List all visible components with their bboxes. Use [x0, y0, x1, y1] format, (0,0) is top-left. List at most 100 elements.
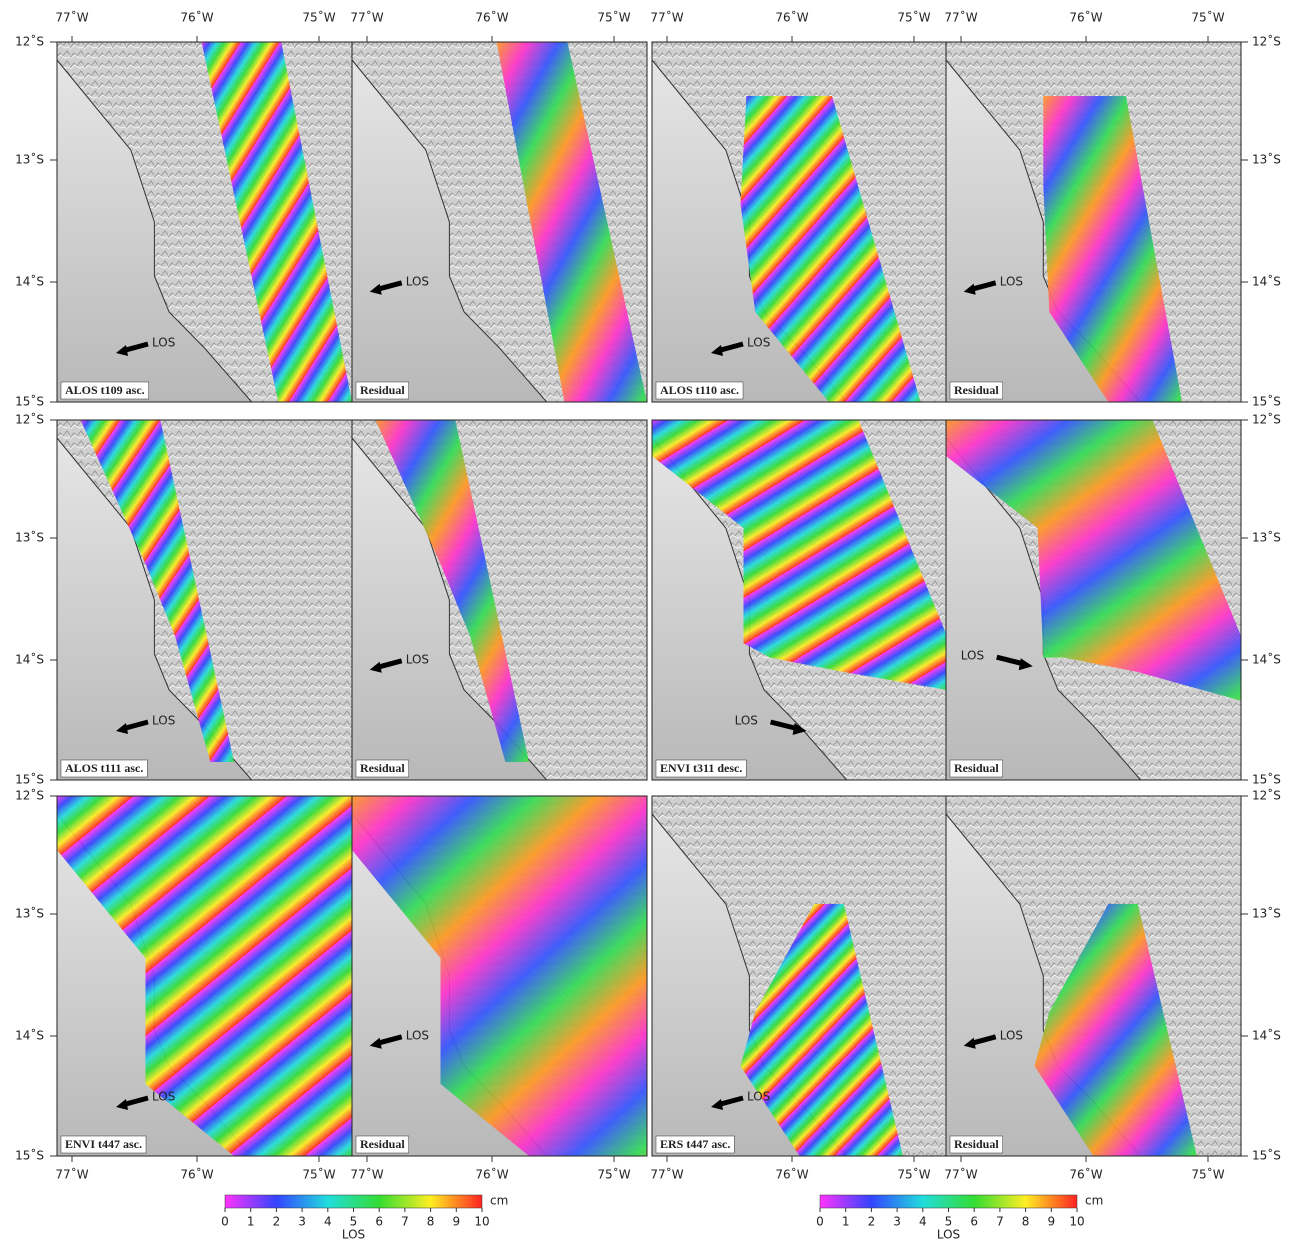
lat-label: 14˚S — [1252, 652, 1281, 667]
colorbar-tick-label: 10 — [474, 1215, 489, 1229]
lat-label: 13˚S — [1252, 530, 1281, 545]
lat-label: 12˚S — [15, 412, 44, 427]
los-label: LOS — [406, 652, 429, 666]
lon-label: 76˚W — [180, 1167, 213, 1182]
colorbar-tick-label: 9 — [1047, 1215, 1055, 1229]
lon-label: 75˚W — [302, 10, 335, 25]
lon-label: 75˚W — [597, 10, 630, 25]
panel-label: Residual — [360, 761, 405, 775]
lon-label: 75˚W — [1191, 1167, 1224, 1182]
lon-label: 76˚W — [180, 10, 213, 25]
lat-label: 13˚S — [1252, 152, 1281, 167]
lon-label: 77˚W — [650, 1167, 683, 1182]
panel-frame — [351, 795, 648, 1157]
lat-label: 15˚S — [15, 394, 44, 409]
panel-label: Residual — [360, 1137, 405, 1151]
colorbar-tick-label: 7 — [996, 1215, 1004, 1229]
lat-label: 15˚S — [1252, 394, 1281, 409]
lon-label: 76˚W — [1069, 1167, 1102, 1182]
lon-label: 75˚W — [897, 1167, 930, 1182]
panel-label-box — [355, 381, 409, 400]
los-arrow-head — [963, 1037, 976, 1049]
colorbar — [224, 1194, 483, 1209]
panel-label: ALOS t109 asc. — [65, 383, 145, 397]
los-arrow-head — [711, 1099, 723, 1110]
map-panel: Residual LOS — [351, 795, 648, 1157]
lon-label: 77˚W — [55, 1167, 88, 1182]
panel-label: ENVI t311 desc. — [660, 761, 742, 775]
los-label: LOS — [406, 274, 429, 288]
los-arrow-head — [369, 661, 382, 673]
colorbar — [819, 1194, 1078, 1209]
lon-label: 77˚W — [350, 1167, 383, 1182]
interferogram — [352, 796, 647, 1156]
panel-label-box — [949, 759, 1003, 778]
map-panel: Residual LOS — [945, 795, 1242, 1157]
map-panel: Residual LOS — [945, 419, 1242, 781]
interferogram — [946, 420, 1241, 701]
lat-label: 14˚S — [1252, 274, 1281, 289]
los-label: LOS — [152, 336, 175, 350]
panel-label-box — [655, 759, 747, 778]
interferogram — [1043, 96, 1182, 402]
lat-label: 14˚S — [15, 1028, 44, 1043]
colorbar-tick-label: 3 — [893, 1215, 901, 1229]
lon-label: 76˚W — [1069, 10, 1102, 25]
panel-label-box — [949, 1135, 1003, 1154]
lon-label: 75˚W — [597, 1167, 630, 1182]
panel-label: Residual — [360, 383, 405, 397]
lon-label: 75˚W — [302, 1167, 335, 1182]
los-arrow-head — [116, 1099, 128, 1110]
colorbar-tick-label: 4 — [324, 1215, 332, 1229]
los-label: LOS — [961, 649, 984, 663]
interferogram — [496, 42, 647, 402]
panel-label-box — [60, 759, 148, 778]
interferogram — [740, 96, 921, 402]
panel-label: ALOS t111 asc. — [65, 761, 143, 775]
panel-label-box — [355, 1135, 409, 1154]
colorbar-tick-label: 5 — [945, 1215, 953, 1229]
map-panel: ERS t447 asc. LOS — [651, 795, 948, 1157]
lon-label: 76˚W — [775, 1167, 808, 1182]
colorbar-tick-label: 3 — [298, 1215, 306, 1229]
colorbar-tick-label: 9 — [452, 1215, 460, 1229]
colorbar-tick-label: 2 — [868, 1215, 876, 1229]
lon-label: 76˚W — [475, 1167, 508, 1182]
colorbar-tick-label: 4 — [919, 1215, 927, 1229]
colorbar-tick-label: 5 — [350, 1215, 358, 1229]
panel-frame — [945, 419, 1242, 781]
lat-label: 14˚S — [15, 652, 44, 667]
panel-label-box — [60, 381, 149, 400]
los-arrow-head — [711, 345, 723, 356]
map-panel: ALOS t111 asc. LOS — [56, 419, 353, 781]
colorbar-unit: cm — [490, 1194, 508, 1208]
lon-label: 77˚W — [650, 10, 683, 25]
lon-label: 77˚W — [944, 10, 977, 25]
lat-label: 14˚S — [15, 274, 44, 289]
lon-label: 75˚W — [897, 10, 930, 25]
interferogram — [201, 42, 352, 402]
colorbar-title: LOS — [937, 1228, 960, 1242]
colorbar-tick-label: 6 — [375, 1215, 383, 1229]
lat-label: 15˚S — [15, 772, 44, 787]
los-arrow-head — [369, 283, 382, 295]
map-panel: Residual LOS — [945, 41, 1242, 403]
interferogram — [1034, 904, 1197, 1156]
panel-frame — [945, 41, 1242, 403]
lat-label: 12˚S — [1252, 788, 1281, 803]
colorbar-tick-label: 0 — [221, 1215, 229, 1229]
los-label: LOS — [152, 714, 175, 728]
lon-label: 76˚W — [775, 10, 808, 25]
colorbar-tick-label: 7 — [401, 1215, 409, 1229]
panel-frame — [351, 41, 648, 403]
los-arrow-head — [792, 723, 807, 735]
lon-label: 77˚W — [55, 10, 88, 25]
panel-label: Residual — [954, 383, 999, 397]
panel-label: ERS t447 asc. — [660, 1137, 730, 1151]
lat-label: 12˚S — [15, 34, 44, 49]
lat-label: 15˚S — [1252, 772, 1281, 787]
map-panel: ALOS t109 asc. LOS — [56, 41, 353, 403]
coastline — [351, 59, 548, 403]
lat-label: 13˚S — [15, 152, 44, 167]
los-label: LOS — [747, 336, 770, 350]
